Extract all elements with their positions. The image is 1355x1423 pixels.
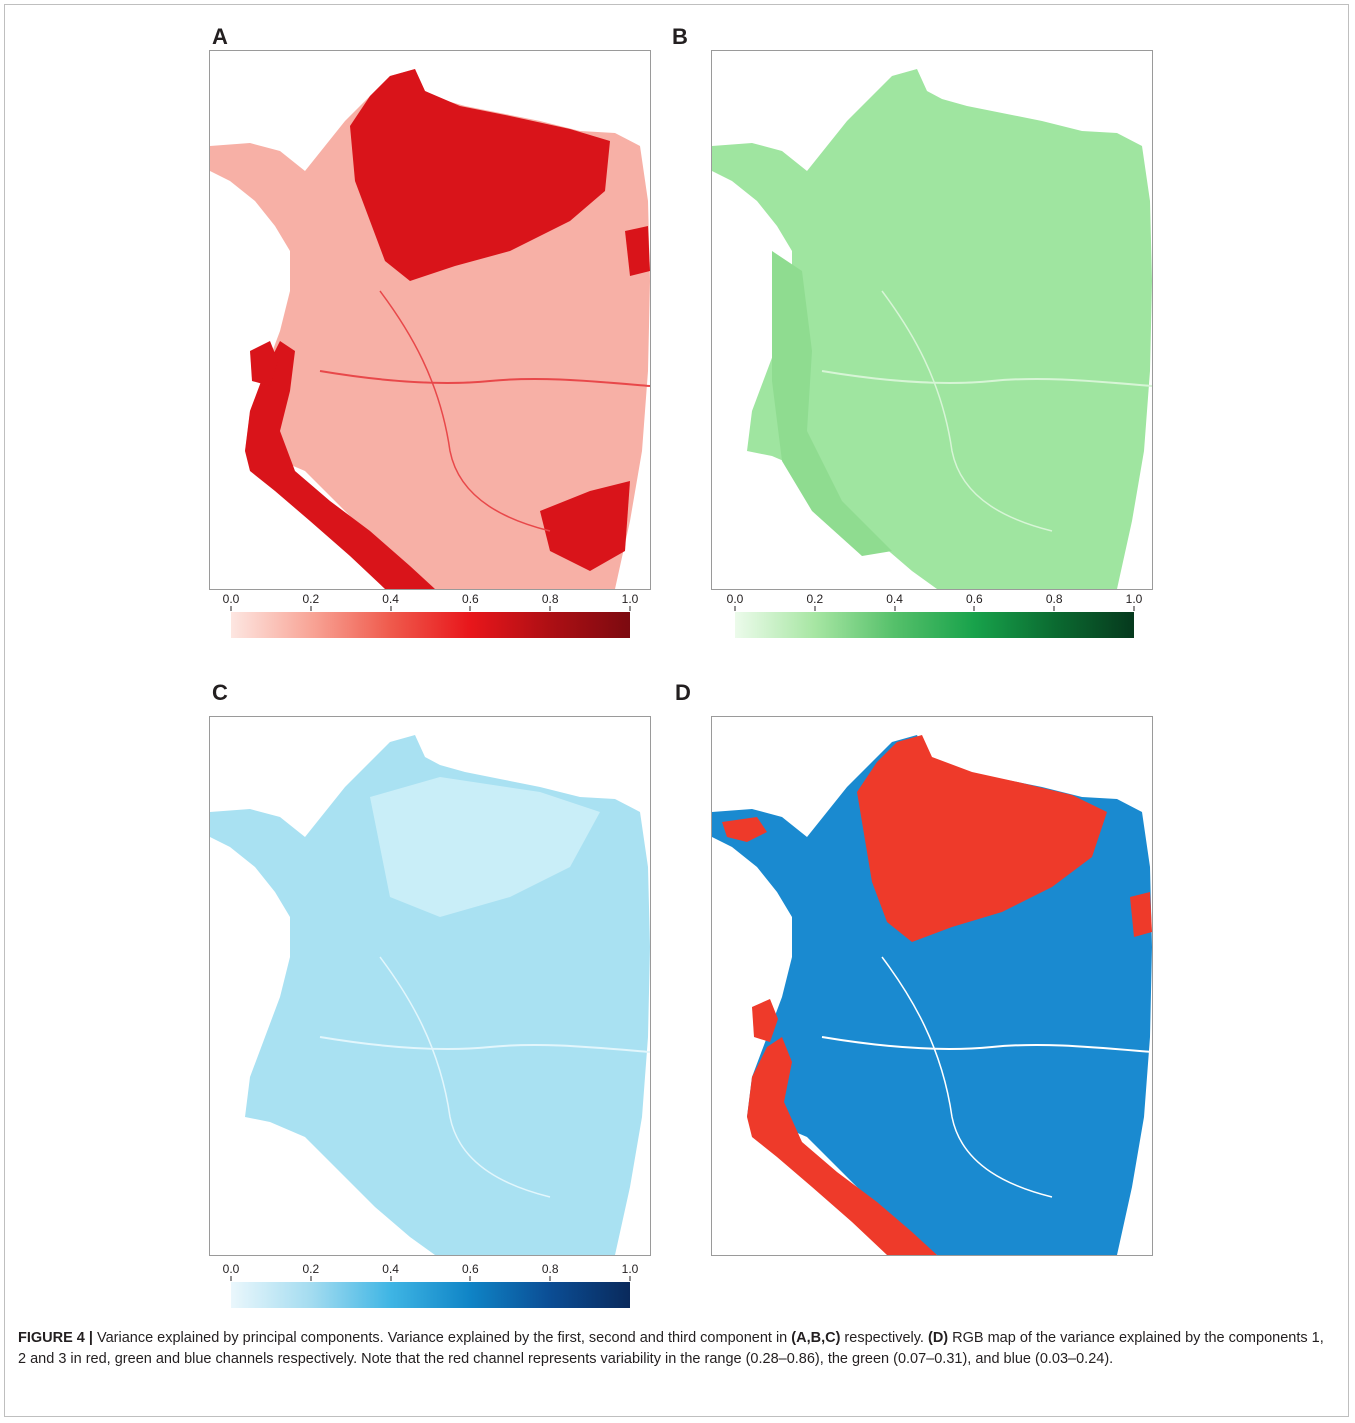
northern-light-zone	[370, 777, 600, 917]
colorbar-tick: 0.2	[302, 1262, 320, 1276]
land-mass	[712, 69, 1152, 589]
colorbar-c: 0.0 0.2 0.4 0.6 0.8 1.0	[223, 1262, 638, 1312]
caption-part: RGB map of the variance explained by the…	[18, 1330, 1324, 1367]
coastal-patch	[250, 341, 278, 386]
tributary-river	[881, 290, 1053, 532]
colorbar-tick: 0.0	[222, 1262, 240, 1276]
colorbar-tick: 1.0	[621, 1262, 639, 1276]
colorbar-tick: 0.0	[222, 592, 240, 606]
colorbar-tick: 0.6	[966, 592, 983, 606]
colorbar-tick: 0.2	[302, 592, 320, 606]
colorbar-ticks: 0.0 0.2 0.4 0.6 0.8 1.0	[727, 592, 1142, 616]
figure-frame	[4, 4, 1349, 1417]
map-panel-b	[711, 50, 1153, 590]
caption-part: (D)	[927, 1330, 949, 1346]
panel-label-b: B	[672, 24, 688, 49]
map-panel-c	[209, 716, 651, 1256]
map-panel-d	[711, 716, 1153, 1256]
map-c-svg	[210, 735, 650, 1255]
figure-caption: FIGURE 4 | Variance explained by princip…	[18, 1328, 1333, 1370]
panel-label-c: C	[212, 680, 228, 705]
colorbar-gradient	[231, 612, 630, 638]
tributary-river	[379, 290, 551, 532]
eastern-patch	[625, 226, 650, 276]
colorbar-gradient	[735, 612, 1134, 638]
colorbar-tick: 0.0	[726, 592, 744, 606]
coastal-red-patch	[752, 999, 778, 1042]
colorbar-tick: 0.4	[886, 592, 903, 606]
northwest-red-patch	[722, 817, 767, 842]
main-river	[821, 370, 1152, 387]
map-a-svg	[210, 69, 650, 589]
west-coast-red-strip	[747, 1037, 937, 1255]
main-river	[319, 1036, 650, 1053]
caption-part: respectively.	[840, 1330, 928, 1346]
tributary-river	[881, 956, 1053, 1198]
main-river	[319, 370, 650, 387]
tributary-river	[379, 956, 551, 1198]
colorbar-tick: 0.4	[382, 1262, 399, 1276]
colorbar-tick: 0.2	[806, 592, 824, 606]
colorbar-tick: 0.8	[541, 592, 559, 606]
colorbar-tick: 0.4	[382, 592, 399, 606]
main-river	[821, 1036, 1152, 1053]
northern-red-region	[857, 735, 1107, 942]
panel-label-a: A	[212, 24, 228, 49]
colorbar-tick: 1.0	[621, 592, 639, 606]
colorbar-tick: 0.6	[462, 592, 479, 606]
map-b-svg	[712, 69, 1152, 589]
eastern-red-patch	[1130, 892, 1152, 937]
colorbar-tick: 0.6	[462, 1262, 479, 1276]
figure-label: FIGURE 4 |	[18, 1330, 93, 1346]
andes-band	[772, 251, 892, 556]
colorbar-ticks: 0.0 0.2 0.4 0.6 0.8 1.0	[223, 1262, 638, 1286]
colorbar-tick: 1.0	[1125, 592, 1143, 606]
andes-west-coast	[245, 341, 435, 589]
caption-part: (A,B,C)	[791, 1330, 841, 1346]
southern-lowland-patch	[540, 481, 630, 571]
map-d-svg	[712, 735, 1152, 1255]
colorbar-tick: 0.8	[1045, 592, 1063, 606]
panel-label-d: D	[675, 680, 691, 705]
colorbar-gradient	[231, 1282, 630, 1308]
colorbar-b: 0.0 0.2 0.4 0.6 0.8 1.0	[727, 592, 1142, 642]
colorbar-ticks: 0.0 0.2 0.4 0.6 0.8 1.0	[223, 592, 638, 616]
caption-part: Variance explained by principal componen…	[92, 1330, 792, 1346]
colorbar-tick: 0.8	[541, 1262, 559, 1276]
map-panel-a	[209, 50, 651, 590]
colorbar-a: 0.0 0.2 0.4 0.6 0.8 1.0	[223, 592, 638, 642]
northern-highlands	[350, 69, 610, 281]
